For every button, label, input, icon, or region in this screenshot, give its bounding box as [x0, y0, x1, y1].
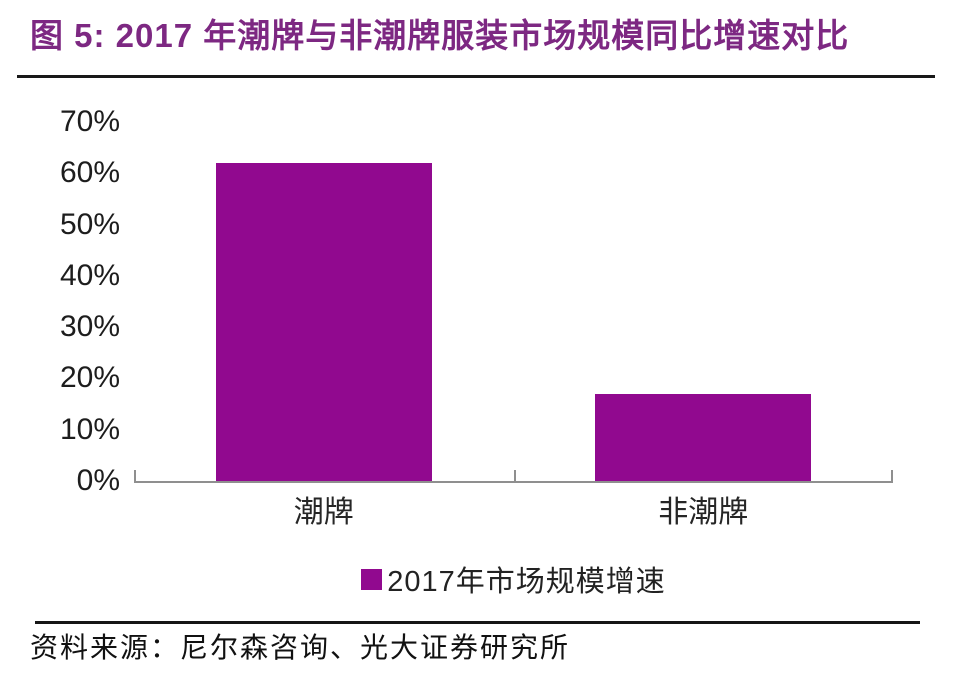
bar-chart: 0% 10% 20% 30% 40% 50% 60% 70% 潮牌 非潮牌 2017年市场规模增… — [0, 96, 960, 598]
y-tick-label: 0% — [76, 464, 120, 497]
figure-title: 图 5: 2017 年潮牌与非潮牌服装市场规模同比增速对比 — [30, 17, 850, 54]
x-axis-line — [134, 481, 893, 483]
y-axis-labels: 0% 10% 20% 30% 40% 50% 60% 70% — [0, 96, 120, 497]
axis-tick — [891, 470, 893, 481]
axis-tick — [134, 470, 136, 481]
legend-swatch-icon — [361, 568, 383, 590]
axis-tick — [513, 470, 516, 481]
title-rule — [17, 75, 935, 78]
x-category-label: 潮牌 — [293, 496, 354, 529]
y-tick-label: 50% — [59, 207, 120, 241]
legend: 2017年市场规模增速 — [134, 562, 893, 598]
y-tick-label: 20% — [59, 361, 120, 395]
y-tick-label: 60% — [59, 156, 120, 190]
legend-label: 2017年市场规模增速 — [387, 566, 666, 598]
y-tick-label: 70% — [59, 105, 120, 138]
y-tick-label: 10% — [59, 412, 120, 446]
y-tick-label: 40% — [59, 258, 120, 292]
plot-area — [134, 96, 893, 483]
x-axis-labels: 潮牌 非潮牌 — [134, 495, 893, 531]
y-tick-label: 30% — [59, 310, 120, 344]
bar-潮牌 — [215, 163, 432, 481]
x-category-label: 非潮牌 — [658, 496, 749, 529]
source-note: 资料来源：尼尔森咨询、光大证券研究所 — [30, 633, 571, 664]
bar-非潮牌 — [595, 393, 812, 481]
footer-rule — [35, 621, 920, 624]
